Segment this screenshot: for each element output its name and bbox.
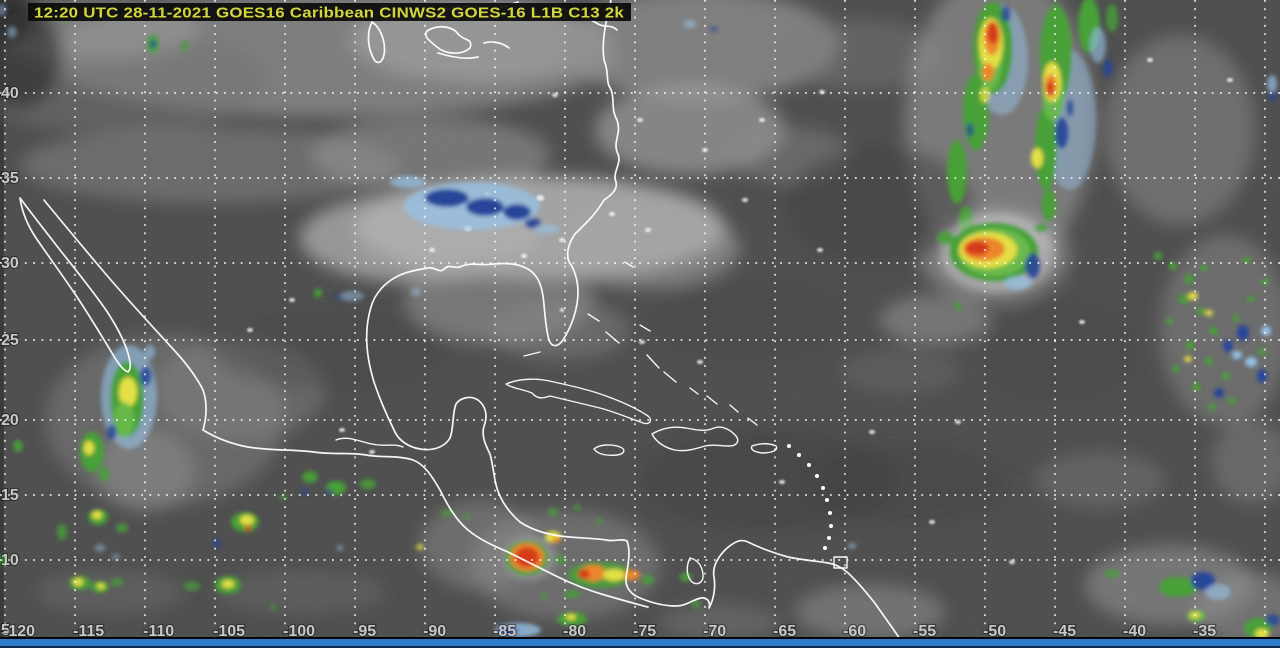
longitude-label: -45 [1053,623,1076,640]
longitude-label: -35 [1193,623,1216,640]
longitude-label: -80 [563,623,586,640]
longitude-labels: -120 -115 -110 -105 -100 -95 -90 -85 -80 -75 -70 -6… [2,622,1217,641]
latitude-label: 30 [1,255,19,272]
coastline-hispaniola [651,426,739,452]
longitude-label: -50 [983,623,1006,640]
longitude-label: -85 [493,623,516,640]
longitude-label: -90 [423,623,446,640]
coastline-baja-california [19,197,132,373]
latitude-label: 20 [1,412,19,429]
longitude-label: -75 [633,623,656,640]
title-bar-background [28,3,631,21]
longitude-label: -55 [913,623,936,640]
coastline-mexico-pacific [43,199,649,608]
longitude-label: -40 [1123,623,1146,640]
coastline-campeche-detail [335,437,404,448]
coastline-great-lakes [367,1,618,64]
footer-divider [0,637,1280,639]
title-text: 12:20 UTC 28-11-2021 GOES16 Caribbean CI… [34,5,625,22]
latitude-label: 35 [1,170,19,187]
longitude-label: -95 [353,623,376,640]
longitude-label: -120 [3,623,35,640]
coastline-cuba [505,378,652,425]
latitude-labels: 40 35 30 25 20 15 10 5 [0,84,20,640]
coastline-puerto-rico [750,443,778,454]
latitude-label: 5 [1,622,10,639]
footer-progress-bar[interactable] [0,639,1280,646]
coastline-lake-maracaibo [686,557,704,585]
longitude-label: -105 [213,623,245,640]
longitude-label: -60 [843,623,866,640]
coastline-lesser-antilles [787,444,833,550]
footer-bottom-edge [0,646,1280,648]
longitude-label: -70 [703,623,726,640]
latitude-label: 25 [1,332,19,349]
coastlines [19,0,903,643]
longitude-label: -110 [143,623,174,640]
longitude-label: -100 [283,623,315,640]
coastline-florida-keys [523,351,541,357]
latitude-label: 10 [1,552,19,569]
latitude-label: 40 [1,85,19,102]
longitude-label: -115 [73,623,104,640]
longitude-label: -65 [773,623,796,640]
coastline-north-america-east-gulf [365,0,903,643]
latitude-label: 15 [1,487,19,504]
coastline-bahamas [587,261,758,426]
footer-bar [0,637,1280,648]
coastline-jamaica [593,444,625,457]
coastline-trinidad [833,556,848,569]
title-bar: 12:20 UTC 28-11-2021 GOES16 Caribbean CI… [28,3,631,22]
